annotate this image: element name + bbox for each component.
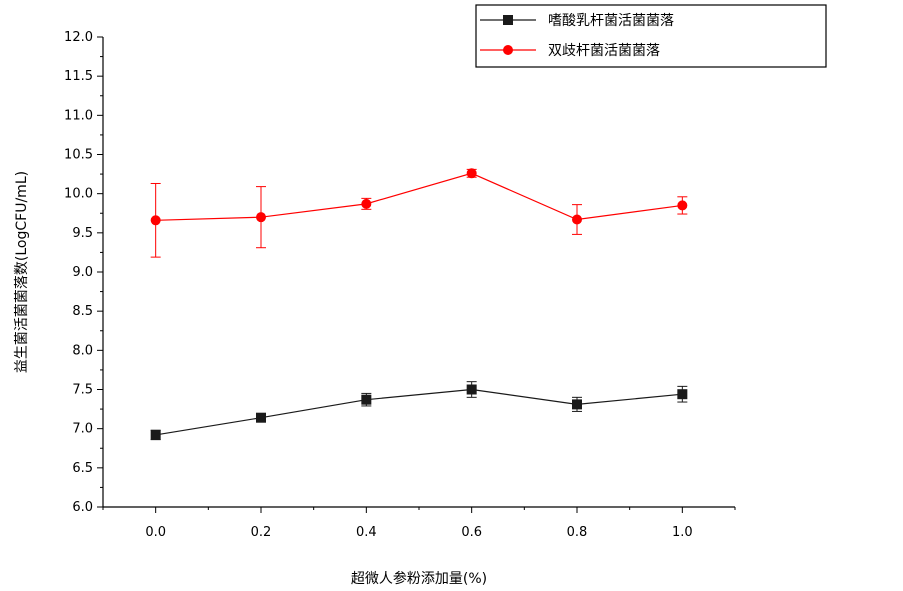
x-tick-label: 0.2 [251,525,272,540]
data-point [572,399,582,410]
series-line [155,388,683,436]
y-tick-label: 9.0 [72,265,93,280]
y-tick-label: 11.0 [64,108,93,123]
data-point [361,198,372,209]
data-point [466,168,477,179]
y-tick-label: 6.5 [72,461,93,476]
x-tick-label: 1.0 [672,525,693,540]
data-point [150,429,161,440]
y-axis-title: 益生菌活菌菌落数(LogCFU/mL) [14,171,30,373]
legend-item: 嗜酸乳杆菌活菌菌落 [480,13,674,29]
y-tick-label: 10.5 [64,148,93,163]
x-tick-label: 0.6 [461,525,482,540]
series-1 [150,381,688,441]
y-tick-label: 7.0 [72,422,93,437]
y-tick-label: 6.0 [72,500,93,515]
y-tick-label: 12.0 [64,30,93,45]
data-point [466,384,477,395]
x-axis-title: 超微人参粉添加量(%) [351,570,487,587]
data-point [150,215,161,226]
x-tick-label: 0.8 [567,525,588,540]
x-tick-label: 0.0 [145,525,166,540]
data-point [361,394,372,405]
data-point [256,412,266,423]
series-line [155,172,683,221]
y-tick-label: 9.5 [72,226,93,241]
data-point [572,214,582,225]
legend-marker [503,45,513,55]
legend-label: 嗜酸乳杆菌活菌菌落 [548,13,674,29]
x-tick-label: 0.4 [356,525,377,540]
data-point [677,389,688,400]
data-point [256,212,266,223]
y-tick-label: 11.5 [64,69,93,84]
y-tick-label: 8.0 [72,343,93,358]
legend-label: 双歧杆菌活菌菌落 [548,43,660,59]
series-layer [150,168,688,441]
legend-item: 双歧杆菌活菌菌落 [480,43,660,59]
data-point [677,200,688,211]
legend-marker [503,15,513,25]
y-tick-label: 10.0 [64,187,93,202]
y-tick-label: 8.5 [72,304,93,319]
legend-box [475,4,827,68]
series-2 [150,168,688,258]
y-tick-label: 7.5 [72,383,93,398]
axes: 6.0 6.5 7.0 7.5 8.0 8.5 9.0 9.5 10.0 10.5 11.0 11.5… [64,30,736,540]
